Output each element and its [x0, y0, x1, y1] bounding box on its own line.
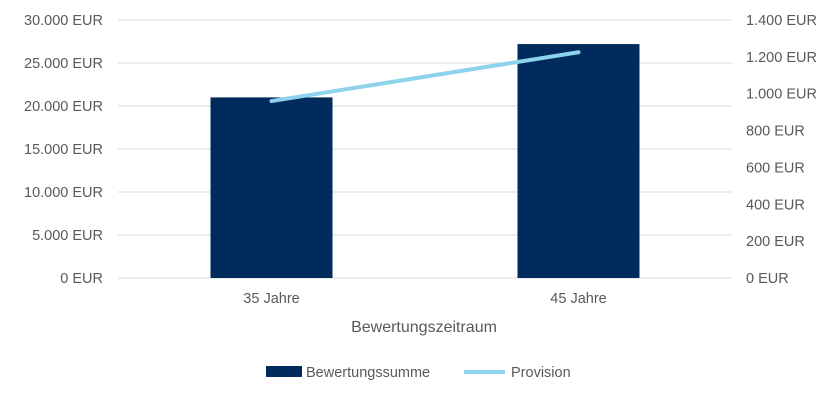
y-left-tick-label: 5.000 EUR — [32, 228, 103, 244]
y-left-tick-label: 25.000 EUR — [24, 56, 103, 72]
y-left-tick-label: 20.000 EUR — [24, 99, 103, 115]
y-left-tick-label: 30.000 EUR — [24, 13, 103, 29]
bar-1 — [210, 97, 333, 279]
x-axis-labels: 35 Jahre 45 Jahre — [243, 291, 606, 307]
x-tick-label: 45 Jahre — [550, 291, 606, 307]
y-right-tick-label: 800 EUR — [746, 124, 805, 140]
y-right-tick-label: 400 EUR — [746, 197, 805, 213]
y-right-tick-label: 0 EUR — [746, 271, 789, 287]
provision-series-line — [269, 50, 581, 104]
y-axis-left-labels: 0 EUR 5.000 EUR 10.000 EUR 15.000 EUR 20.000… — [24, 13, 103, 287]
y-axis-right-labels: 0 EUR 200 EUR 400 EUR 600 EUR 800 EUR 1.000 E… — [746, 13, 817, 287]
y-right-tick-label: 1.200 EUR — [746, 50, 817, 66]
provision-line — [269, 50, 581, 104]
gridlines — [118, 19, 732, 279]
legend-label-bewertungssumme: Bewertungssumme — [306, 365, 430, 381]
y-left-tick-label: 10.000 EUR — [24, 185, 103, 201]
bar-2 — [517, 44, 640, 278]
legend-swatch-bar — [266, 366, 302, 377]
y-right-tick-label: 1.000 EUR — [746, 87, 817, 103]
y-left-tick-label: 0 EUR — [60, 271, 103, 287]
bars — [210, 44, 640, 279]
y-right-tick-label: 200 EUR — [746, 234, 805, 250]
legend-label-provision: Provision — [511, 365, 571, 381]
x-axis-title: Bewertungszeitraum — [351, 319, 497, 336]
y-right-tick-label: 1.400 EUR — [746, 13, 817, 29]
legend: Bewertungssumme Provision — [266, 365, 571, 381]
y-right-tick-label: 600 EUR — [746, 160, 805, 176]
x-tick-label: 35 Jahre — [243, 291, 299, 307]
y-left-tick-label: 15.000 EUR — [24, 142, 103, 158]
